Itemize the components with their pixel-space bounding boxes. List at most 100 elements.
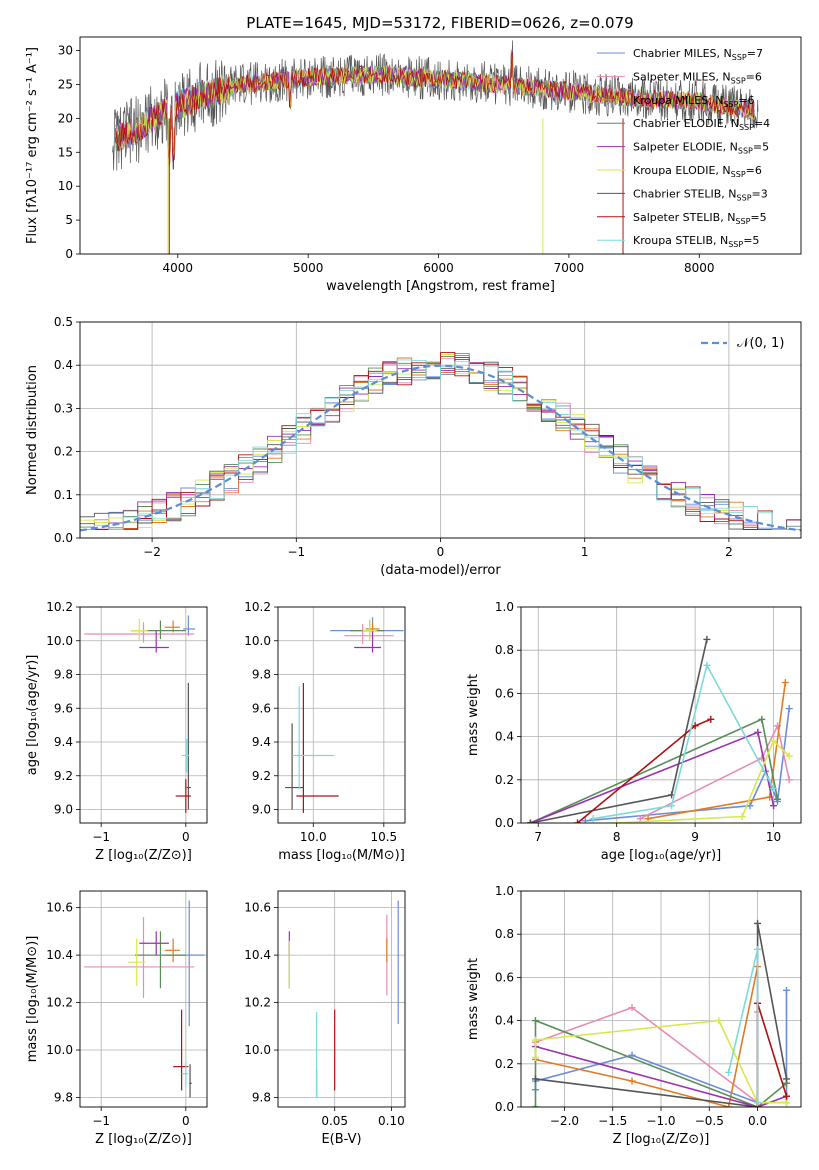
legend-entry: Salpeter STELIB, NSSP=5: [633, 211, 767, 226]
massweight-point: [754, 919, 762, 927]
x-tick-label: −1: [287, 545, 305, 559]
legend-entry-suffix: =6: [746, 164, 762, 177]
y-tick-label: 0: [65, 247, 73, 261]
y-tick-label: 0.0: [495, 816, 514, 830]
x-axis-label: age [log₁₀(age/yr)]: [601, 848, 722, 863]
x-tick-label: 10: [766, 830, 781, 844]
y-axis-label: Normed distribution: [25, 365, 40, 495]
x-tick-label: −1: [92, 830, 110, 844]
x-axis-label: Z [log₁₀(Z/Z⊙)]: [95, 1132, 192, 1147]
plot-frame: [79, 36, 802, 255]
y-tick-label: 10.2: [244, 600, 271, 614]
y-tick-label: 9.0: [54, 803, 73, 817]
massweight-point: [691, 722, 699, 730]
y-tick-label: 20: [58, 111, 73, 125]
x-tick-label: −1.5: [598, 1114, 627, 1128]
x-tick-label: −1.0: [646, 1114, 675, 1128]
massweight-series-line: [535, 1045, 787, 1107]
x-tick-label: 8: [613, 830, 621, 844]
spectrum-panel: 4000 5000 6000 7000 8000 0 5 10 15 20 25 30 waveleng…: [25, 36, 802, 294]
plot-frame: [79, 606, 208, 824]
legend-entry-suffix: =7: [747, 47, 763, 60]
y-tick-label: 9.2: [252, 769, 271, 783]
massweight-point: [738, 813, 746, 821]
massweight-series-line: [534, 1019, 788, 1107]
massweight-point: [770, 802, 778, 810]
legend-entry-name: Chabrier ELODIE, N: [633, 117, 739, 130]
x-axis-label: mass [log₁₀(M/M⊙)]: [278, 848, 405, 863]
legend-entry: Chabrier MILES, NSSP=7: [633, 47, 763, 62]
y-tick-label: 9.8: [54, 668, 73, 682]
massweight-point: [783, 986, 791, 994]
massweight-point: [785, 752, 793, 760]
massweight-point: [781, 679, 789, 687]
massweight-point: [785, 705, 793, 713]
massweight-point: [613, 819, 621, 823]
x-tick-label: −0.5: [695, 1114, 724, 1128]
mass-vs-ebv-panel: 0.05 0.10 9.8 10.0 10.2 10.4 10.6 E(B-V): [244, 890, 406, 1147]
legend-entry: Chabrier ELODIE, NSSP=4: [633, 117, 770, 132]
x-axis-label: Z [log₁₀(Z/Z⊙)]: [95, 848, 192, 863]
y-tick-label: 9.4: [54, 735, 73, 749]
plot-frame: [79, 890, 208, 1108]
legend-entry: Kroupa ELODIE, NSSP=6: [633, 164, 762, 179]
x-tick-label: −2: [143, 545, 161, 559]
legend-entry-suffix: =6: [746, 70, 762, 83]
massweight-point: [628, 1004, 636, 1012]
y-tick-label: 10.0: [244, 634, 271, 648]
legend-entry-name: Chabrier STELIB, N: [633, 187, 737, 200]
legend-entry: Salpeter MILES, NSSP=6: [633, 70, 762, 85]
legend-entry-suffix: =3: [752, 187, 768, 200]
x-tick-label: 5000: [293, 261, 324, 275]
legend-entry: Kroupa STELIB, NSSP=5: [633, 234, 759, 249]
massweight-point: [773, 795, 781, 803]
y-axis-label: mass weight: [466, 958, 481, 1040]
y-tick-label: 10.0: [244, 1043, 271, 1057]
massweight-vs-metallicity-panel: −2.0 −1.5 −1.0 −0.5 0.0 0.0 0.2 0.4 0.6 0.8 1.0 Z […: [466, 884, 802, 1147]
y-tick-label: 9.2: [54, 769, 73, 783]
y-tick-label: 0.4: [54, 358, 73, 372]
massweight-point: [783, 1092, 791, 1100]
massweight-point: [746, 802, 754, 810]
y-tick-label: 0.6: [495, 686, 514, 700]
legend-entry-sub: SSP: [737, 193, 752, 202]
y-tick-label: 0.2: [495, 773, 514, 787]
y-tick-label: 0.2: [54, 445, 73, 459]
legend-entry-sub: SSP: [735, 217, 750, 226]
x-tick-label: 4000: [163, 261, 194, 275]
y-tick-label: 10.6: [46, 901, 73, 915]
massweight-point: [531, 1053, 539, 1061]
legend-entry: Chabrier STELIB, NSSP=3: [633, 187, 768, 202]
massweight-point: [725, 1068, 733, 1076]
y-tick-label: 0.6: [495, 970, 514, 984]
y-axis-label: mass weight: [466, 674, 481, 756]
x-tick-label: 0: [182, 1114, 190, 1128]
plot-frame: [520, 606, 802, 824]
y-tick-label: 10.4: [46, 948, 73, 962]
massweight-point: [581, 817, 589, 823]
legend-entry-name: Salpeter MILES, N: [633, 70, 731, 83]
y-axis-label: mass [log₁₀(M/M⊙)]: [25, 936, 40, 1063]
massweight-point: [754, 728, 762, 736]
y-tick-label: 0.0: [495, 1100, 514, 1114]
y-tick-label: 0.4: [495, 730, 514, 744]
legend-entry-suffix: =5: [743, 234, 759, 247]
y-tick-label: 10.4: [244, 948, 271, 962]
x-tick-label: 7: [534, 830, 542, 844]
x-tick-label: 10.0: [300, 830, 327, 844]
histogram-series: [80, 352, 801, 538]
massweight-point: [770, 784, 778, 792]
y-tick-label: 10.2: [46, 600, 73, 614]
y-tick-label: 10: [58, 179, 73, 193]
y-tick-label: 10.6: [244, 901, 271, 915]
y-tick-label: 0.1: [54, 488, 73, 502]
x-tick-label: 8000: [684, 261, 715, 275]
y-tick-label: 0.0: [54, 531, 73, 545]
massweight-point: [725, 1103, 733, 1107]
massweight-point: [628, 1077, 636, 1085]
y-tick-label: 25: [58, 77, 73, 91]
massweight-series-line: [593, 663, 775, 820]
massweight-series-line: [530, 639, 708, 823]
y-tick-label: 10.2: [244, 996, 271, 1010]
x-axis-label: (data-model)/error: [380, 563, 501, 578]
